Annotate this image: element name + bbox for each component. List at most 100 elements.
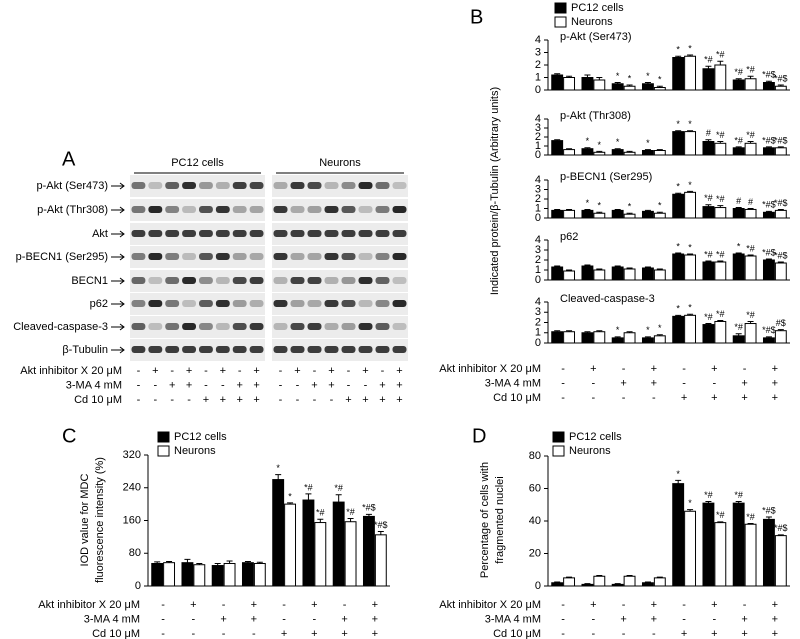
- blot-background: [272, 270, 408, 292]
- error-bar: [705, 204, 712, 207]
- blot-band: [358, 206, 373, 213]
- bar: [593, 151, 606, 156]
- significance-label: *: [676, 304, 680, 314]
- error-bar: [626, 150, 633, 153]
- condition-sign: -: [347, 379, 351, 391]
- bar: [611, 209, 624, 219]
- bar: [684, 131, 697, 156]
- significance-label: *#: [304, 482, 313, 492]
- blot-background: [130, 246, 265, 268]
- error-bar: [717, 521, 724, 523]
- condition-sign: -: [343, 599, 347, 611]
- condition-sign: -: [279, 379, 283, 391]
- condition-sign: -: [137, 365, 141, 377]
- bar: [593, 212, 606, 219]
- blot-band: [324, 182, 339, 189]
- error-bar: [735, 501, 742, 504]
- error-bar: [365, 513, 372, 517]
- bar: [653, 87, 666, 91]
- significance-label: *#$: [762, 247, 776, 257]
- bar: [563, 577, 576, 587]
- blot-band: [199, 230, 213, 237]
- bar: [702, 502, 715, 587]
- y-axis-label: fluorescence intensity (%): [94, 457, 106, 583]
- blot-band: [215, 206, 230, 213]
- condition-label: Akt inhibitor X 20 μM: [439, 599, 541, 611]
- significance-label: *: [646, 138, 650, 148]
- row-arrow: [111, 346, 125, 354]
- bar: [774, 209, 787, 219]
- blot-band: [375, 300, 390, 307]
- bar: [672, 131, 685, 156]
- bar: [332, 501, 345, 587]
- blot-band: [249, 182, 264, 189]
- bar: [551, 331, 564, 344]
- blot-band: [232, 206, 247, 213]
- condition-sign: -: [282, 599, 286, 611]
- condition-sign: +: [186, 379, 192, 391]
- blot-band: [358, 300, 373, 307]
- error-bar: [566, 75, 573, 78]
- condition-sign: -: [161, 599, 165, 611]
- error-bar: [717, 260, 724, 262]
- row-label: Cleaved-caspase-3: [13, 321, 108, 333]
- condition-sign: -: [622, 392, 626, 404]
- bar: [623, 213, 636, 219]
- bar: [653, 212, 666, 219]
- error-bar: [626, 331, 633, 333]
- bar: [744, 142, 757, 156]
- significance-label: *: [676, 241, 680, 251]
- condition-label: Akt inhibitor X 20 μM: [20, 365, 122, 377]
- condition-sign: +: [681, 392, 687, 404]
- row-label: p62: [90, 298, 108, 310]
- significance-label: *#$: [774, 73, 788, 83]
- significance-label: *#$: [762, 325, 776, 335]
- blot-band: [307, 323, 322, 330]
- y-tick-label: 1: [535, 71, 541, 83]
- significance-label: *#$: [362, 503, 376, 513]
- significance-label: *: [276, 463, 280, 473]
- error-bar: [566, 576, 573, 578]
- condition-sign: -: [330, 394, 334, 406]
- error-bar: [735, 207, 742, 209]
- error-bar: [735, 146, 742, 148]
- condition-sign: +: [651, 363, 657, 375]
- y-axis-label: Percentage of cells with: [479, 462, 491, 578]
- error-bar: [687, 509, 694, 512]
- condition-sign: +: [772, 628, 778, 639]
- significance-label: *: [628, 202, 632, 212]
- y-tick-label: 1: [535, 140, 541, 152]
- condition-sign: +: [772, 613, 778, 625]
- blot-band: [307, 230, 322, 237]
- error-bar: [777, 146, 784, 148]
- panel-letter: C: [62, 425, 76, 447]
- y-tick-label: 0: [535, 84, 541, 96]
- error-bar: [777, 534, 784, 536]
- bar: [762, 337, 775, 344]
- subchart-title: p-Akt (Ser473): [560, 31, 632, 43]
- condition-sign: +: [311, 628, 317, 639]
- blot-band: [324, 253, 339, 260]
- significance-label: *: [288, 491, 292, 501]
- significance-label: *: [616, 71, 620, 81]
- bar: [563, 270, 576, 281]
- error-bar: [735, 333, 742, 336]
- significance-label: *#: [734, 490, 743, 500]
- y-tick-label: 4: [535, 296, 541, 308]
- error-bar: [596, 574, 603, 577]
- condition-sign: -: [592, 613, 596, 625]
- blot-band: [182, 346, 196, 353]
- blot-band: [375, 206, 390, 213]
- significance-label: *: [688, 498, 692, 508]
- significance-label: *#: [734, 67, 743, 77]
- blot-band: [290, 277, 305, 284]
- blot-band: [273, 206, 288, 213]
- condition-sign: +: [186, 365, 192, 377]
- condition-sign: -: [682, 363, 686, 375]
- blot-band: [249, 206, 264, 213]
- blot-band: [215, 230, 230, 237]
- error-bar: [747, 208, 754, 210]
- blot-band: [273, 230, 288, 237]
- row-arrow: [111, 277, 125, 285]
